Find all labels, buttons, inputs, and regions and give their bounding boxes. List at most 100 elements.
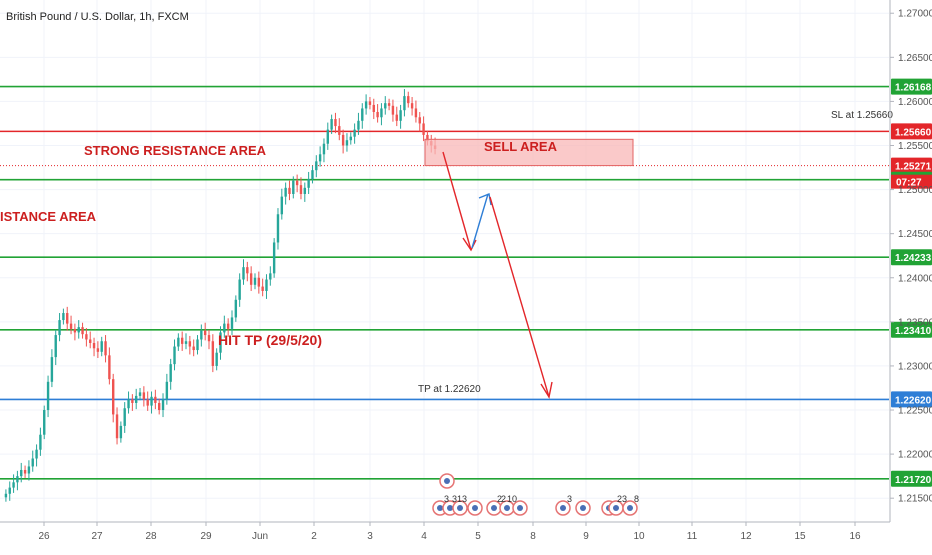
flag-center-icon xyxy=(447,505,453,511)
event-count-label: 3 xyxy=(622,494,627,504)
candle-body xyxy=(104,341,107,356)
candle-body xyxy=(157,402,161,411)
candle-body xyxy=(330,119,333,130)
arrowhead-down-second[interactable] xyxy=(540,381,553,399)
y-tick-label: 1.27000 xyxy=(898,9,932,20)
candle-body xyxy=(242,267,245,280)
candle-body xyxy=(188,341,192,347)
candle-body xyxy=(353,129,356,137)
candle-body xyxy=(207,335,211,342)
candle-body xyxy=(269,273,272,280)
candle-body xyxy=(134,395,138,403)
candle-body xyxy=(43,410,46,435)
candle-body xyxy=(138,392,142,396)
x-tick-label: 27 xyxy=(91,531,103,542)
candle-body xyxy=(192,346,195,351)
x-tick-label: 8 xyxy=(530,531,536,542)
flag-center-icon xyxy=(517,505,523,511)
candle-body xyxy=(399,110,402,121)
candle-body xyxy=(180,337,184,344)
candle-body xyxy=(418,117,421,124)
x-tick-label: 10 xyxy=(633,531,645,542)
candle-body xyxy=(265,279,268,291)
chart-title: British Pound / U.S. Dollar, 1h, FXCM xyxy=(6,11,189,23)
strong-resistance-label: STRONG RESISTANCE AREA xyxy=(84,143,267,158)
arrow-down-second[interactable] xyxy=(489,196,550,398)
candle-body xyxy=(16,476,19,483)
y-tick-label: 1.25500 xyxy=(898,141,932,152)
candle-body xyxy=(349,136,352,141)
y-tick-label: 1.24500 xyxy=(898,229,932,240)
x-tick-label: 12 xyxy=(740,531,752,542)
x-tick-label: Jun xyxy=(252,531,268,542)
y-tick-label: 1.21500 xyxy=(898,494,932,505)
candle-body xyxy=(77,327,80,333)
event-count-label: 3 xyxy=(567,494,572,504)
y-tick-label: 1.26500 xyxy=(898,53,932,64)
candle-body xyxy=(92,343,96,349)
arrow-down-first[interactable] xyxy=(442,151,472,251)
candle-body xyxy=(368,101,372,105)
sell-area-box[interactable] xyxy=(424,138,634,167)
price-level-badge xyxy=(891,321,932,338)
y-tick-label: 1.25000 xyxy=(898,185,932,196)
y-tick-label: 1.26000 xyxy=(898,97,932,108)
candle-body xyxy=(58,320,61,336)
price-level-badge xyxy=(891,249,932,266)
x-tick-label: 15 xyxy=(794,531,806,542)
price-level-label: 1.21720 xyxy=(895,475,932,486)
candle-body xyxy=(154,396,157,403)
candle-body xyxy=(407,96,410,104)
flag-center-icon xyxy=(472,505,478,511)
y-tick-label: 1.22000 xyxy=(898,450,932,461)
x-tick-label: 26 xyxy=(38,531,50,542)
candle-body xyxy=(20,469,23,477)
candle-body xyxy=(100,341,103,352)
candle-body xyxy=(322,143,326,155)
y-tick-label: 1.22500 xyxy=(898,406,932,417)
candle-body xyxy=(257,277,261,287)
candle-body xyxy=(127,399,130,409)
candle-body xyxy=(142,392,146,400)
stop-loss-label: SL at 1.25660 xyxy=(831,110,893,121)
candle-body xyxy=(54,335,57,358)
x-tick-label: 16 xyxy=(849,531,861,542)
candle-body xyxy=(66,313,69,324)
x-tick-label: 2 xyxy=(311,531,317,542)
candle-body xyxy=(46,381,50,411)
candle-body xyxy=(311,170,314,179)
candle-body xyxy=(219,332,222,353)
candle-body xyxy=(165,381,169,400)
candle-body xyxy=(150,396,153,406)
candle-body xyxy=(292,180,295,194)
candle-body xyxy=(334,119,337,127)
arrow-up[interactable] xyxy=(471,193,489,249)
countdown-label: 07:27 xyxy=(896,178,922,189)
candle-body xyxy=(39,434,42,450)
price-level-label: 1.23410 xyxy=(895,326,932,337)
y-tick-label: 1.23500 xyxy=(898,317,932,328)
price-level-label: 1.26168 xyxy=(895,83,932,94)
event-count-label: 13 xyxy=(457,494,467,504)
candle-body xyxy=(62,313,65,321)
sell-area-label: SELL AREA xyxy=(484,139,558,154)
candle-body xyxy=(173,346,176,365)
candle-body xyxy=(238,279,241,300)
flag-center-icon xyxy=(613,505,619,511)
candle-body xyxy=(12,482,15,488)
arrowhead-up[interactable] xyxy=(478,193,492,206)
countdown-badge xyxy=(891,174,932,189)
candle-body xyxy=(345,140,349,146)
x-tick-label: 9 xyxy=(583,531,589,542)
candle-body xyxy=(123,408,126,426)
candle-body xyxy=(261,286,264,291)
candle-body xyxy=(249,273,253,285)
candle-body xyxy=(384,103,387,109)
x-tick-label: 5 xyxy=(475,531,481,542)
price-level-badge xyxy=(891,78,932,95)
candle-body xyxy=(380,108,383,118)
candle-body xyxy=(246,267,249,274)
arrowhead-down-first[interactable] xyxy=(462,237,477,252)
